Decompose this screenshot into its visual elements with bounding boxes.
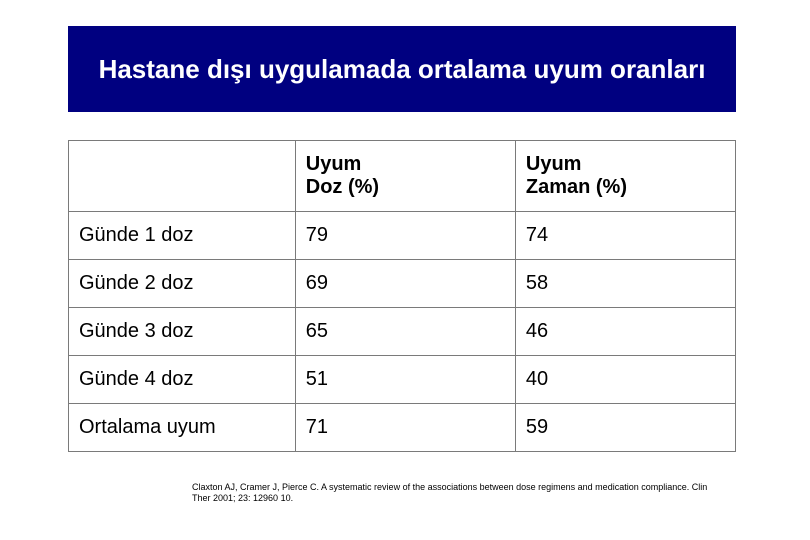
row-dose: 71 (295, 404, 515, 452)
table-header-time: UyumZaman (%) (515, 141, 735, 212)
row-label: Günde 3 doz (69, 308, 296, 356)
row-time: 40 (515, 356, 735, 404)
row-time: 59 (515, 404, 735, 452)
compliance-table: UyumDoz (%) UyumZaman (%) Günde 1 doz 79… (68, 140, 736, 452)
citation-text: Claxton AJ, Cramer J, Pierce C. A system… (192, 482, 722, 504)
row-label: Günde 1 doz (69, 212, 296, 260)
row-label: Günde 2 doz (69, 260, 296, 308)
table-row: Ortalama uyum 71 59 (69, 404, 736, 452)
table-row: Günde 3 doz 65 46 (69, 308, 736, 356)
table-header-dose: UyumDoz (%) (295, 141, 515, 212)
row-dose: 65 (295, 308, 515, 356)
row-label: Günde 4 doz (69, 356, 296, 404)
row-time: 58 (515, 260, 735, 308)
row-time: 74 (515, 212, 735, 260)
row-time: 46 (515, 308, 735, 356)
table-header-row: UyumDoz (%) UyumZaman (%) (69, 141, 736, 212)
table-row: Günde 1 doz 79 74 (69, 212, 736, 260)
table: UyumDoz (%) UyumZaman (%) Günde 1 doz 79… (68, 140, 736, 452)
slide: Hastane dışı uygulamada ortalama uyum or… (0, 0, 810, 540)
row-dose: 79 (295, 212, 515, 260)
row-dose: 51 (295, 356, 515, 404)
slide-title: Hastane dışı uygulamada ortalama uyum or… (68, 26, 736, 112)
table-header-blank (69, 141, 296, 212)
table-row: Günde 4 doz 51 40 (69, 356, 736, 404)
row-dose: 69 (295, 260, 515, 308)
row-label: Ortalama uyum (69, 404, 296, 452)
table-row: Günde 2 doz 69 58 (69, 260, 736, 308)
